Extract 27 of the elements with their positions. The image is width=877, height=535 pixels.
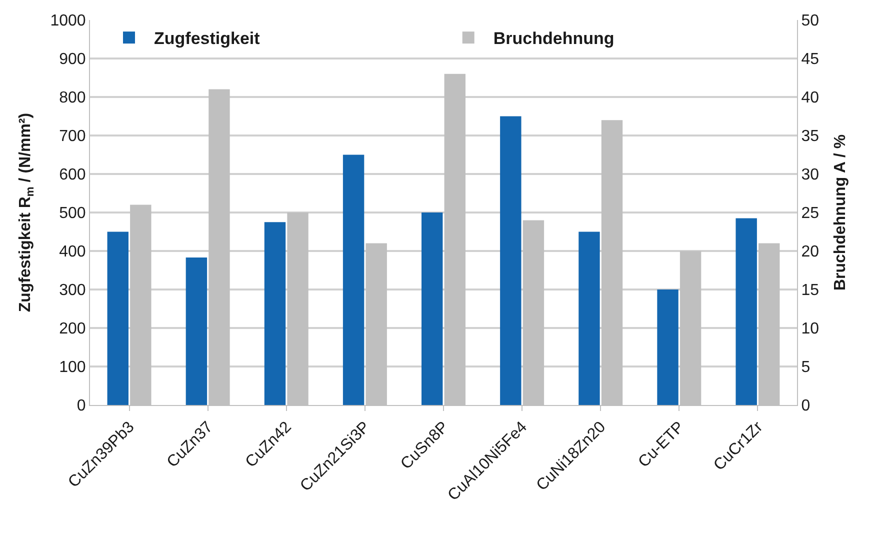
y2-tick-label: 5 [801,359,810,376]
y2-tick-label: 0 [801,398,810,415]
legend-label: Bruchdehnung [493,29,614,48]
y-tick-label: 100 [59,359,86,376]
y-tick-label: 400 [59,244,86,261]
y2-tick-label: 20 [801,244,820,261]
y2-tick-label: 45 [801,51,820,68]
y2-tick-label: 50 [801,12,820,30]
bar [736,218,757,405]
y-tick-label: 0 [76,398,86,415]
y-tick-label: 700 [59,128,86,146]
y2-axis-title: Bruchdehnung A / % [832,134,849,291]
legend-label: Zugfestigkeit [154,29,260,48]
y2-tick-label: 35 [801,128,820,146]
y-tick-label: 900 [59,51,86,68]
y2-tick-label: 15 [801,282,820,300]
y-tick-label: 300 [59,282,86,300]
y-tick-label: 200 [59,320,86,338]
y2-tick-label: 30 [801,166,820,184]
y-tick-label: 500 [59,205,86,222]
y-tick-label: 800 [59,90,86,107]
y2-tick-label: 10 [801,320,820,338]
bar [107,232,128,405]
y2-tick-label: 25 [801,205,820,222]
y-tick-label: 1000 [50,12,86,30]
y-tick-label: 600 [59,166,86,184]
y2-tick-label: 40 [801,90,820,107]
